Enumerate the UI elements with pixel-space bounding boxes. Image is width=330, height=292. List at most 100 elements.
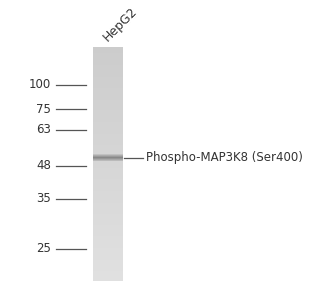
Bar bbox=[93, 215, 123, 217]
Bar bbox=[93, 178, 123, 179]
Text: 75: 75 bbox=[36, 102, 51, 116]
Bar bbox=[93, 261, 123, 262]
Bar bbox=[93, 177, 123, 178]
Bar bbox=[93, 224, 123, 225]
Bar bbox=[93, 116, 123, 117]
Bar bbox=[93, 180, 123, 182]
Text: Phospho-MAP3K8 (Ser400): Phospho-MAP3K8 (Ser400) bbox=[146, 151, 302, 164]
Bar bbox=[93, 233, 123, 234]
Bar bbox=[93, 106, 123, 107]
Bar bbox=[93, 179, 123, 180]
Bar bbox=[93, 231, 123, 232]
Bar bbox=[93, 92, 123, 93]
Bar bbox=[93, 108, 123, 109]
Bar bbox=[93, 102, 123, 103]
Bar bbox=[93, 47, 123, 48]
Bar bbox=[93, 131, 123, 133]
Bar bbox=[93, 200, 123, 201]
Bar bbox=[93, 159, 123, 161]
Bar bbox=[93, 240, 123, 241]
Bar bbox=[93, 193, 123, 194]
Bar bbox=[93, 199, 123, 200]
Bar bbox=[93, 130, 123, 131]
Bar bbox=[93, 204, 123, 205]
Bar bbox=[93, 141, 123, 142]
Bar bbox=[93, 212, 123, 213]
Bar bbox=[93, 158, 123, 159]
Bar bbox=[93, 190, 123, 191]
Bar bbox=[93, 207, 123, 208]
Bar bbox=[93, 81, 123, 82]
Bar bbox=[93, 60, 123, 61]
Bar bbox=[93, 182, 123, 183]
Bar bbox=[93, 151, 123, 152]
Bar bbox=[93, 166, 123, 168]
Bar bbox=[93, 205, 123, 206]
Bar bbox=[93, 263, 123, 264]
Bar bbox=[93, 157, 123, 158]
Bar bbox=[93, 156, 123, 157]
Bar bbox=[93, 225, 123, 226]
Bar bbox=[93, 272, 123, 274]
Bar bbox=[93, 220, 123, 221]
Bar bbox=[93, 94, 123, 95]
Bar bbox=[93, 127, 123, 128]
Bar bbox=[93, 50, 123, 51]
Bar bbox=[93, 112, 123, 113]
Bar bbox=[93, 136, 123, 137]
Bar bbox=[93, 206, 123, 207]
Bar bbox=[93, 73, 123, 74]
Bar bbox=[93, 271, 123, 272]
Bar bbox=[93, 278, 123, 279]
Bar bbox=[93, 126, 123, 127]
Bar bbox=[93, 61, 123, 62]
Bar bbox=[93, 93, 123, 94]
Bar bbox=[93, 270, 123, 271]
Bar bbox=[93, 84, 123, 85]
Bar bbox=[93, 165, 123, 166]
Text: 48: 48 bbox=[36, 159, 51, 172]
Bar bbox=[93, 68, 123, 69]
Bar bbox=[93, 168, 123, 169]
Bar bbox=[93, 279, 123, 281]
Bar bbox=[93, 113, 123, 114]
Bar bbox=[93, 246, 123, 247]
Bar bbox=[93, 251, 123, 253]
Bar bbox=[93, 253, 123, 254]
Bar bbox=[93, 189, 123, 190]
Bar bbox=[93, 74, 123, 75]
Bar bbox=[93, 133, 123, 134]
Bar bbox=[93, 185, 123, 186]
Bar bbox=[93, 150, 123, 151]
Bar bbox=[93, 128, 123, 129]
Bar bbox=[93, 69, 123, 71]
Bar bbox=[93, 65, 123, 66]
Bar bbox=[93, 145, 123, 147]
Bar bbox=[93, 138, 123, 140]
Bar bbox=[93, 59, 123, 60]
Bar bbox=[93, 143, 123, 144]
Bar bbox=[93, 155, 123, 156]
Bar bbox=[93, 227, 123, 228]
Bar bbox=[93, 88, 123, 89]
Bar bbox=[93, 239, 123, 240]
Bar bbox=[93, 257, 123, 258]
Bar bbox=[93, 276, 123, 277]
Bar bbox=[93, 119, 123, 120]
Bar bbox=[93, 147, 123, 148]
Bar bbox=[93, 86, 123, 87]
Bar bbox=[93, 48, 123, 50]
Bar bbox=[93, 265, 123, 267]
Bar bbox=[93, 78, 123, 79]
Bar bbox=[93, 134, 123, 135]
Bar bbox=[93, 230, 123, 231]
Bar bbox=[93, 255, 123, 256]
Bar bbox=[93, 268, 123, 269]
Bar bbox=[93, 171, 123, 172]
Bar bbox=[93, 75, 123, 77]
Bar bbox=[93, 144, 123, 145]
Bar bbox=[93, 194, 123, 196]
Bar bbox=[93, 96, 123, 98]
Bar bbox=[93, 192, 123, 193]
Bar bbox=[93, 54, 123, 55]
